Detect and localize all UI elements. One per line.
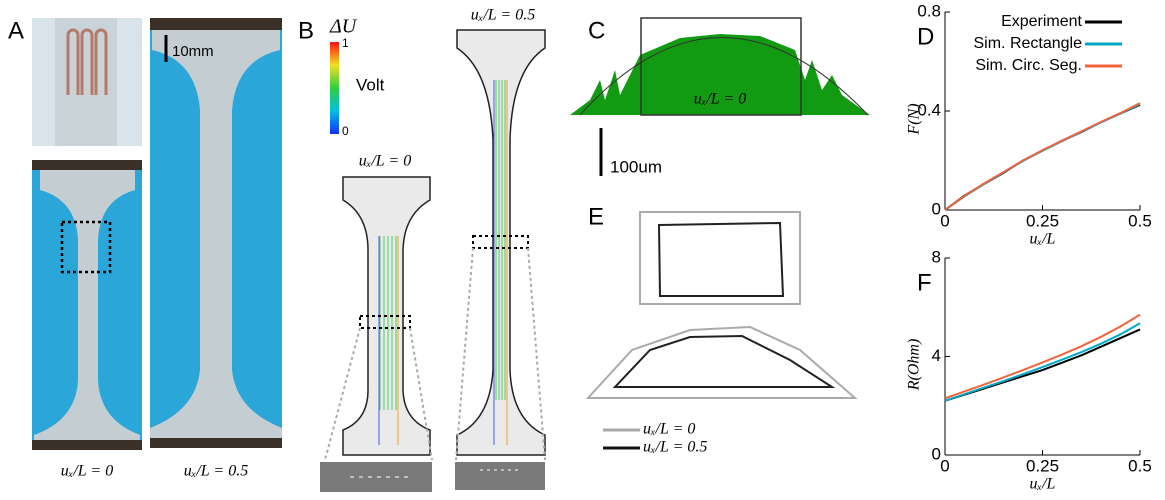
caption: uₓ/L = 0.5 (471, 7, 535, 24)
line-series (945, 105, 1140, 210)
colorbar-tick: 0 (342, 124, 349, 138)
y-tick-label: 8 (932, 247, 941, 266)
panel-label: E (588, 203, 604, 230)
colorbar-tick: 1 (342, 36, 349, 50)
x-tick-label: 0.5 (1128, 211, 1152, 230)
scale-label: 10mm (172, 43, 214, 60)
colorbar-unit: Volt (356, 75, 385, 94)
x-tick-label: 0 (940, 456, 949, 475)
legend-label: uₓ/L = 0 (643, 421, 695, 438)
x-axis-label: uₓ/L (1030, 231, 1056, 248)
legend-label: Sim. Circ. Seg. (975, 57, 1082, 74)
colorbar-title: ΔU (329, 16, 358, 38)
x-axis-label: uₓ/L (1030, 476, 1056, 493)
x-tick-label: 0.25 (1026, 211, 1059, 230)
cross-sections (588, 212, 855, 448)
panel-label: A (8, 17, 24, 44)
y-axis-label: R(Ohm) (906, 339, 923, 392)
panel-label: F (917, 269, 932, 296)
caption: uₓ/L = 0 (61, 463, 113, 480)
line-series (945, 104, 1140, 210)
x-tick-label: 0.5 (1128, 456, 1152, 475)
specimen-diagram (320, 30, 545, 492)
x-tick-label: 0 (940, 211, 949, 230)
y-axis-label: F(N) (906, 103, 923, 135)
colorbar (330, 42, 339, 134)
photo (32, 18, 282, 450)
y-tick-label: 4 (932, 346, 941, 365)
caption: uₓ/L = 0.5 (184, 463, 248, 480)
line-series (945, 103, 1140, 210)
panel-label: C (588, 17, 605, 44)
x-tick-label: 0.25 (1026, 456, 1059, 475)
legend-label: Experiment (1001, 13, 1082, 30)
caption: uₓ/L = 0 (694, 91, 746, 108)
scale-label: 100um (610, 157, 662, 176)
legend-label: uₓ/L = 0.5 (643, 439, 707, 456)
y-tick-label: 0.8 (917, 1, 941, 20)
panel-label: B (298, 17, 314, 44)
page: A 10mm uₓ/L = 0 uₓ/L = 0.5 B ΔU 1 0 Volt… (0, 0, 1165, 500)
figure: A 10mm uₓ/L = 0 uₓ/L = 0.5 B ΔU 1 0 Volt… (0, 0, 1165, 500)
line-series (945, 315, 1140, 399)
caption: uₓ/L = 0 (359, 153, 411, 170)
panel-label: D (917, 23, 934, 50)
legend-label: Sim. Rectangle (974, 35, 1083, 52)
